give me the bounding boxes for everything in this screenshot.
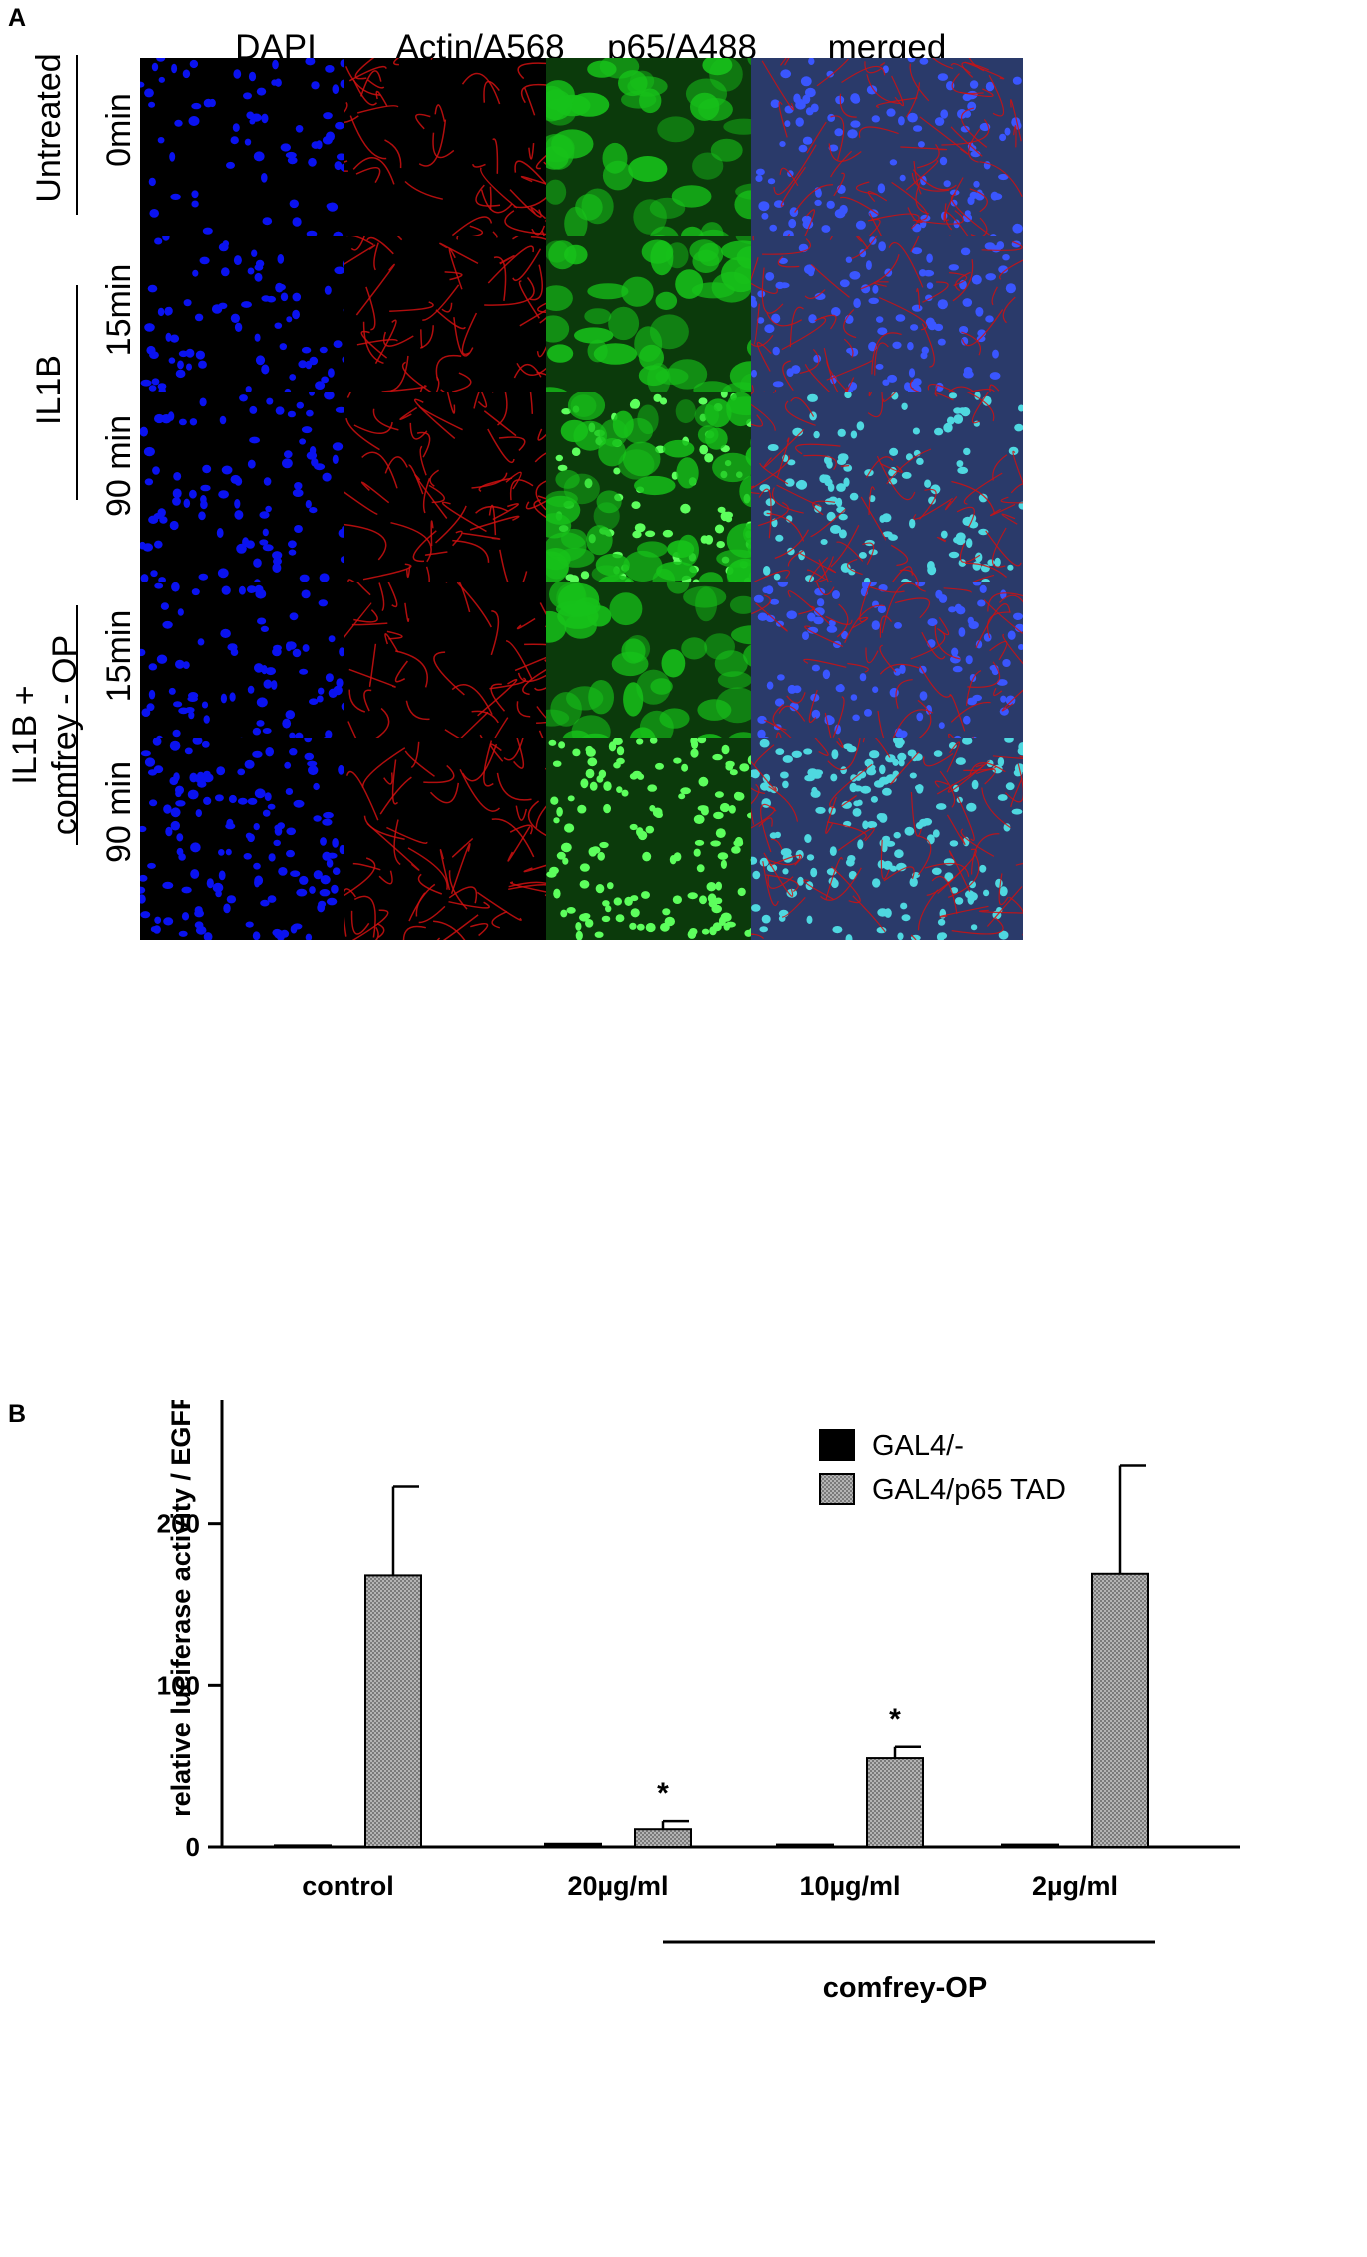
group-rule-il1b	[76, 285, 78, 500]
bar-gal4-p65-tad	[634, 1828, 692, 1849]
bar-gal4-p65-tad	[1091, 1572, 1149, 1849]
bar-gal4	[544, 1842, 602, 1848]
bar-gal4	[274, 1844, 332, 1848]
y-tick-label: 200	[157, 1509, 200, 1539]
micrograph-il1b-90min-merged	[751, 392, 1023, 594]
group-label-line1: IL1B +	[6, 685, 44, 785]
group-label-comfrey-op: comfrey-OP	[823, 1972, 987, 2004]
row-label-comfrey-15min: 15min	[100, 609, 138, 703]
group-label-il1b: IL1B	[30, 355, 68, 425]
legend-label-gal4-p65: GAL4/p65 TAD	[872, 1474, 1066, 1506]
significance-asterisk: *	[657, 1777, 669, 1810]
x-tick-label: 10µg/ml	[799, 1871, 900, 1901]
row-label-0min: 0min	[100, 93, 138, 167]
row-label-il1b-15min: 15min	[100, 263, 138, 357]
group-rule-il1b-comfrey	[76, 605, 78, 845]
group-label-il1b-comfrey: IL1B + comfrey - OP	[5, 575, 95, 895]
bar-gal4	[1001, 1843, 1059, 1849]
group-label-line2: comfrey - OP	[46, 634, 84, 836]
x-tick-label: control	[302, 1871, 394, 1901]
y-tick-label: 0	[186, 1832, 200, 1862]
bar-gal4	[776, 1843, 834, 1849]
micrograph-il1b-90min-p65	[546, 392, 818, 594]
micrograph-comfrey-90min-merged	[751, 738, 1023, 940]
y-tick-label: 100	[157, 1670, 200, 1700]
panel-a-letter: A	[8, 4, 27, 32]
legend-swatch-gal4-p65	[819, 1473, 855, 1505]
panel-b-letter: B	[8, 1400, 27, 1428]
legend-label-gal4: GAL4/-	[872, 1430, 964, 1462]
group-label-untreated: Untreated	[30, 53, 68, 203]
x-tick-label: 2µg/ml	[1032, 1871, 1118, 1901]
row-label-comfrey-90min: 90 min	[100, 760, 138, 864]
row-label-il1b-90min: 90 min	[100, 414, 138, 518]
x-tick-label: 20µg/ml	[567, 1871, 668, 1901]
significance-asterisk: *	[889, 1703, 901, 1736]
bar-gal4-p65-tad	[866, 1757, 924, 1849]
group-rule-untreated	[76, 55, 78, 215]
y-axis-label: relative luciferase activity / EGFP	[166, 1400, 196, 1817]
bar-gal4-p65-tad	[364, 1574, 422, 1848]
micrograph-untreated-0min-merged	[751, 58, 1023, 260]
luciferase-bar-chart: 0100200300relative luciferase activity /…	[157, 1400, 1240, 2004]
legend-swatch-gal4	[819, 1429, 855, 1461]
